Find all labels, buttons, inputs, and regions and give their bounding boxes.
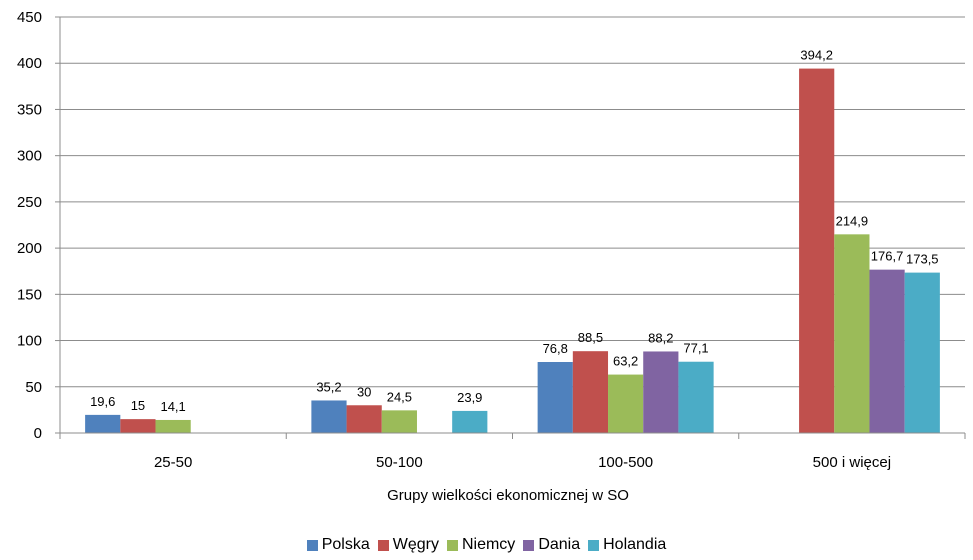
bar <box>346 405 382 433</box>
legend-swatch <box>306 539 318 551</box>
grid-lines <box>60 16 965 434</box>
y-tick-label: 300 <box>17 148 42 165</box>
data-label: 176,7 <box>871 249 904 264</box>
bar-chart: 0 50 100 150 200 250 300 350 400 450 25-50 19,6 15 14… <box>17 9 966 504</box>
data-label: 76,8 <box>543 341 568 356</box>
x-tick-label: 100-500 <box>598 454 653 471</box>
data-label: 77,1 <box>683 341 708 356</box>
legend-item: Polska <box>306 536 370 554</box>
legend-swatch <box>588 539 600 551</box>
y-tick-label: 50 <box>25 379 42 396</box>
data-label: 24,5 <box>387 389 412 404</box>
bars <box>85 68 940 434</box>
legend-swatch <box>377 539 389 551</box>
legend: Polska Węgry Niemcy Dania Holandia <box>0 536 973 554</box>
data-label: 23,9 <box>457 390 482 405</box>
data-label: 88,5 <box>578 330 603 345</box>
legend-label: Węgry <box>392 536 439 553</box>
data-label: 30 <box>357 384 371 399</box>
legend-swatch <box>446 539 458 551</box>
bar <box>904 272 940 433</box>
bar <box>643 351 679 433</box>
data-label: 14,1 <box>160 399 185 414</box>
bar <box>678 361 714 433</box>
y-tick-label: 150 <box>17 286 42 303</box>
bar <box>452 410 488 433</box>
legend-label: Niemcy <box>461 536 516 553</box>
bar <box>155 419 191 433</box>
legend-swatch <box>523 539 535 551</box>
x-tick-label: 25-50 <box>154 454 192 471</box>
y-tick-label: 200 <box>17 240 42 257</box>
bar <box>85 414 121 433</box>
bar <box>537 362 573 433</box>
data-label: 214,9 <box>836 213 869 228</box>
legend-item: Holandia <box>588 536 666 554</box>
y-tick-label: 400 <box>17 55 42 72</box>
bar <box>834 234 870 433</box>
data-label: 63,2 <box>613 354 638 369</box>
bar <box>572 351 609 433</box>
legend-label: Holandia <box>603 536 667 553</box>
legend-label: Dania <box>538 536 581 553</box>
legend-label: Polska <box>321 536 370 553</box>
data-label: 394,2 <box>800 48 833 63</box>
y-tick-label: 250 <box>17 194 42 211</box>
bar <box>869 269 905 433</box>
data-label: 19,6 <box>90 394 115 409</box>
x-axis-title: Grupy wielkości ekonomicznej w SO <box>387 487 629 504</box>
x-tick-label: 500 i więcej <box>813 454 891 471</box>
bar <box>799 68 835 434</box>
y-tick-label: 350 <box>17 101 42 118</box>
data-label: 15 <box>131 398 145 413</box>
bar <box>311 400 347 433</box>
legend-item: Dania <box>523 536 580 554</box>
data-label: 88,2 <box>648 330 673 345</box>
y-tick-label: 100 <box>17 333 42 350</box>
bar <box>381 410 417 433</box>
legend-item: Węgry <box>377 536 439 554</box>
bar <box>120 419 156 433</box>
data-label: 173,5 <box>906 252 939 267</box>
bar <box>608 374 644 433</box>
legend-item: Niemcy <box>446 536 516 554</box>
labels: 0 50 100 150 200 250 300 350 400 450 25-50 19,6 15 14… <box>17 9 939 471</box>
y-tick-label: 450 <box>17 9 42 26</box>
axes <box>55 16 966 439</box>
y-tick-label: 0 <box>34 425 42 442</box>
data-label: 35,2 <box>316 379 341 394</box>
x-tick-label: 50-100 <box>376 454 423 471</box>
